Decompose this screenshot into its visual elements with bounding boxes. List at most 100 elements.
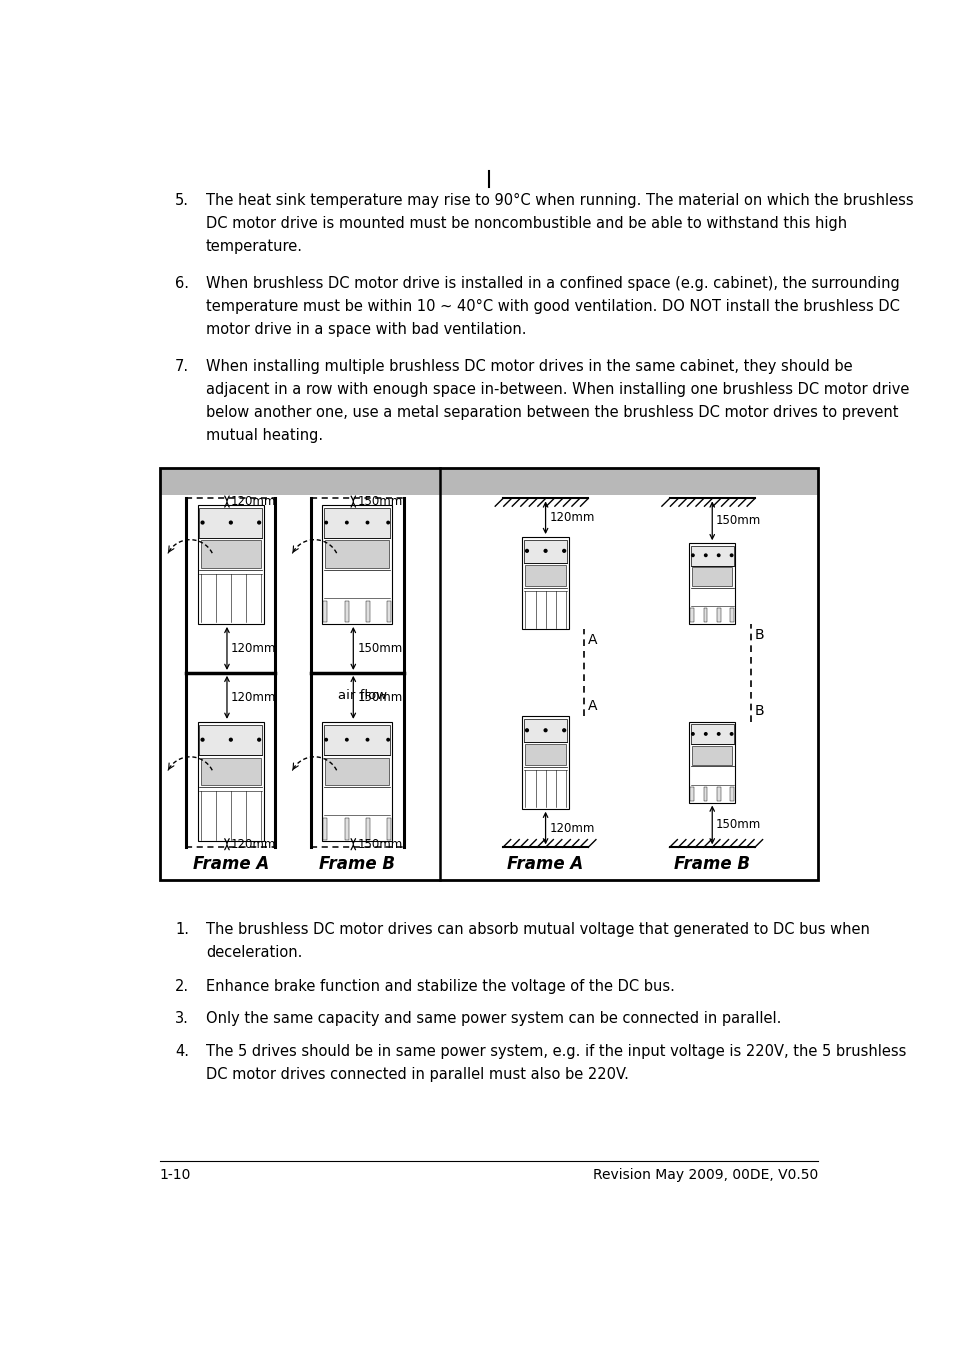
Circle shape [730,554,732,556]
Bar [689,787,693,801]
Text: The brushless DC motor drives can absorb mutual voltage that generated to DC bus: The brushless DC motor drives can absorb… [206,922,869,937]
Text: temperature.: temperature. [206,239,303,254]
Bar [344,818,348,840]
Text: below another one, use a metal separation between the brushless DC motor drives : below another one, use a metal separatio… [206,405,898,420]
Bar [691,567,732,586]
Bar [201,757,260,786]
Text: 3.: 3. [174,1011,189,1026]
Circle shape [704,733,706,736]
Bar [689,608,693,622]
Text: A: A [588,698,598,713]
Circle shape [543,729,546,732]
Text: 120mm: 120mm [231,495,276,508]
Text: deceleration.: deceleration. [206,945,302,960]
Bar [323,725,390,755]
Circle shape [704,554,706,556]
Bar [688,722,735,803]
Circle shape [201,738,204,741]
Circle shape [691,554,694,556]
Text: 120mm: 120mm [231,691,276,703]
Text: 150mm: 150mm [356,495,402,508]
Bar [387,601,391,622]
Bar [325,757,389,786]
Bar [322,505,392,624]
Text: Only the same capacity and same power system can be connected in parallel.: Only the same capacity and same power sy… [206,1011,781,1026]
Text: 6.: 6. [174,275,189,292]
Text: 150mm: 150mm [716,818,760,832]
Text: Frame B: Frame B [674,856,749,873]
Text: 1-10: 1-10 [159,1168,191,1181]
Circle shape [387,521,389,524]
Bar [325,540,389,568]
Text: 1.: 1. [174,922,189,937]
Text: temperature must be within 10 ~ 40°C with good ventilation. DO NOT install the b: temperature must be within 10 ~ 40°C wit… [206,300,899,315]
Bar [323,818,327,840]
Text: 120mm: 120mm [549,822,595,834]
Bar [365,818,370,840]
Bar [323,508,390,539]
Bar [159,468,818,494]
Text: DC motor drive is mounted must be noncombustible and be able to withstand this h: DC motor drive is mounted must be noncom… [206,216,846,231]
Circle shape [257,521,260,524]
Text: B: B [754,628,763,641]
Bar [690,545,733,566]
Text: The 5 drives should be in same power system, e.g. if the input voltage is 220V, : The 5 drives should be in same power sys… [206,1044,905,1058]
Bar [717,787,720,801]
Text: B: B [754,703,763,718]
Bar [201,540,260,568]
Circle shape [325,738,327,741]
Circle shape [525,549,528,552]
Bar [730,787,734,801]
Circle shape [345,738,348,741]
Text: mutual heating.: mutual heating. [206,428,323,443]
Bar [717,608,720,622]
Text: 150mm: 150mm [356,838,402,850]
Text: 150mm: 150mm [356,643,402,655]
Bar [690,724,733,744]
Circle shape [257,738,260,741]
Text: When brushless DC motor drive is installed in a confined space (e.g. cabinet), t: When brushless DC motor drive is install… [206,275,899,292]
Text: DC motor drives connected in parallel must also be 220V.: DC motor drives connected in parallel mu… [206,1066,628,1081]
Text: A: A [588,633,598,647]
Text: When installing multiple brushless DC motor drives in the same cabinet, they sho: When installing multiple brushless DC mo… [206,359,852,374]
Circle shape [230,521,232,524]
Text: Frame A: Frame A [507,856,583,873]
Text: air flow: air flow [337,690,387,702]
Bar [525,564,565,586]
Circle shape [230,738,232,741]
Circle shape [717,554,720,556]
Bar [522,717,568,809]
Bar [199,508,262,539]
Bar [525,744,565,765]
Text: The heat sink temperature may rise to 90°C when running. The material on which t: The heat sink temperature may rise to 90… [206,193,913,208]
Circle shape [325,521,327,524]
Circle shape [345,521,348,524]
Circle shape [543,549,546,552]
Bar [523,540,567,563]
Text: Frame A: Frame A [193,856,269,873]
Text: 7.: 7. [174,359,189,374]
Bar [197,505,264,624]
Bar [159,468,818,880]
Bar [387,818,391,840]
Text: 150mm: 150mm [356,691,402,703]
Circle shape [366,738,369,741]
Bar [197,722,264,841]
Text: 120mm: 120mm [231,838,276,850]
Text: Enhance brake function and stabilize the voltage of the DC bus.: Enhance brake function and stabilize the… [206,979,674,994]
Text: 2.: 2. [174,979,189,994]
Circle shape [387,738,389,741]
Text: adjacent in a row with enough space in-between. When installing one brushless DC: adjacent in a row with enough space in-b… [206,382,908,397]
Bar [323,601,327,622]
Bar [523,720,567,743]
Circle shape [730,733,732,736]
Circle shape [525,729,528,732]
Text: 4.: 4. [174,1044,189,1058]
Bar [688,543,735,624]
Bar [365,601,370,622]
Bar [730,608,734,622]
Bar [703,787,707,801]
Bar [344,601,348,622]
Text: 120mm: 120mm [549,512,595,524]
Text: Revision May 2009, 00DE, V0.50: Revision May 2009, 00DE, V0.50 [593,1168,818,1181]
